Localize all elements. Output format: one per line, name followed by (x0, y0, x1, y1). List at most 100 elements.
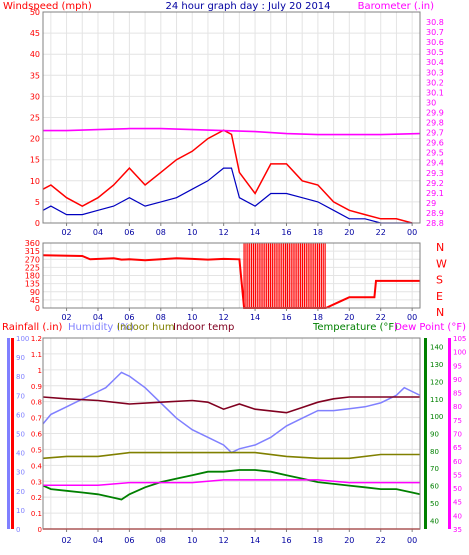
direction-panel-frame (42, 242, 421, 309)
rain-tick-1: 1 (38, 367, 42, 375)
climate-panel-frame (42, 337, 421, 530)
climate-tick-labels: 0 0.1 0.2 0.3 0.4 0.5 0.6 0.7 0.8 0.9 1 1.1 1.2 0 10 20… (16, 335, 466, 534)
indoor-temp-line (42, 396, 420, 414)
wind-panel-x-ticks: 02 04 06 08 10 12 14 16 18 20 22 00 (61, 223, 417, 237)
rain-tick-0.3: 0.3 (31, 478, 42, 486)
humidity-tick-20: 20 (16, 488, 25, 496)
dewpoint-tick-60: 60 (453, 458, 462, 466)
indoor-hum-axis-label: Indoor hum (117, 322, 175, 333)
barometer-tick-29.5: 29.5 (426, 149, 444, 158)
climate-panel-x-ticks: 02 04 06 08 10 12 14 16 18 20 22 00 (61, 529, 417, 545)
humidity-axis-bar (7, 338, 10, 529)
temperature-tick-140: 140 (430, 344, 443, 352)
x-tick-label-10: 10 (187, 228, 197, 237)
direction-tick-270: 270 (25, 255, 40, 264)
windspeed-tick-25: 25 (30, 114, 40, 123)
compass-label-e: E (436, 290, 443, 303)
dewpoint-tick-50: 50 (453, 485, 462, 493)
x-tick-label-12: 12 (219, 228, 229, 237)
temperature-tick-120: 120 (430, 378, 443, 386)
rain-tick-0.1: 0.1 (31, 510, 42, 518)
x-tick-label-04: 04 (93, 228, 103, 237)
indoor-hum-line (42, 451, 420, 460)
barometer-tick-30.5: 30.5 (426, 48, 444, 57)
humidity-tick-50: 50 (16, 431, 25, 439)
x-tick-label-04: 04 (93, 536, 103, 545)
humidity-tick-0: 0 (16, 526, 20, 534)
x-tick-label-22: 22 (376, 313, 386, 322)
temperature-tick-40: 40 (430, 517, 439, 525)
x-tick-label-06: 06 (124, 313, 134, 322)
dewpoint-tick-65: 65 (453, 444, 462, 452)
x-tick-label-18: 18 (313, 228, 323, 237)
barometer-tick-29: 29 (426, 199, 436, 208)
dewpoint-tick-85: 85 (453, 390, 462, 398)
temperature-tick-110: 110 (430, 396, 443, 404)
windspeed-axis-label: Windspeed (mph) (3, 1, 92, 12)
temperature-tick-60: 60 (430, 483, 439, 491)
windspeed-tick-15: 15 (30, 156, 40, 165)
humidity-tick-80: 80 (16, 373, 25, 381)
wind-panel: Windspeed (mph) 24 hour graph day : July… (3, 1, 444, 237)
windspeed-tick-50: 50 (30, 8, 40, 17)
windspeed-tick-35: 35 (30, 71, 40, 80)
windspeed-tick-labels: 0 5 10 15 20 25 30 35 40 45 50 (30, 8, 40, 228)
barometer-line (43, 127, 421, 136)
climate-panel-grid (43, 337, 420, 530)
direction-tick-135: 135 (25, 280, 40, 289)
x-tick-label-00: 00 (407, 313, 417, 322)
humidity-line (42, 371, 421, 454)
rain-tick-0: 0 (38, 526, 42, 534)
x-tick-label-22: 22 (376, 536, 386, 545)
temperature-line (42, 469, 421, 501)
dewpoint-tick-40: 40 (453, 512, 462, 520)
barometer-tick-30.8: 30.8 (426, 18, 444, 27)
windspeed-tick-0: 0 (35, 219, 40, 228)
barometer-axis-label: Barometer (.in) (358, 1, 434, 12)
windspeed-tick-40: 40 (30, 50, 40, 59)
temperature-tick-50: 50 (430, 500, 439, 508)
rain-tick-0.6: 0.6 (31, 431, 43, 439)
barometer-tick-30: 30 (426, 98, 436, 107)
windspeed-tick-10: 10 (30, 177, 40, 186)
rain-tick-0.2: 0.2 (31, 494, 42, 502)
rainfall-axis-label: Rainfall (.in) (2, 322, 63, 333)
barometer-tick-29.6: 29.6 (426, 139, 444, 148)
x-tick-label-08: 08 (156, 228, 166, 237)
average-wind-line (42, 167, 413, 224)
direction-panel-series (42, 243, 420, 309)
windspeed-tick-30: 30 (30, 92, 40, 101)
direction-tick-90: 90 (30, 288, 40, 297)
x-tick-label-18: 18 (313, 313, 323, 322)
x-tick-label-06: 06 (124, 536, 134, 545)
temperature-tick-130: 130 (430, 361, 443, 369)
temperature-tick-70: 70 (430, 465, 439, 473)
compass-label-n: N (436, 241, 444, 254)
wind-panel-series (42, 127, 421, 224)
x-tick-label-02: 02 (61, 536, 71, 545)
humidity-axis-label: Humidity (%) (68, 322, 134, 333)
direction-tick-180: 180 (25, 272, 40, 281)
dewpoint-tick-100: 100 (453, 349, 466, 357)
compass-label-s: S (436, 274, 443, 287)
rain-tick-0.5: 0.5 (31, 446, 42, 454)
wind-panel-grid (43, 11, 420, 224)
x-tick-label-16: 16 (281, 228, 291, 237)
wind-panel-frame (42, 11, 421, 224)
barometer-tick-30.4: 30.4 (426, 58, 444, 67)
x-tick-label-14: 14 (250, 228, 260, 237)
climate-panel: Rainfall (.in) Humidity (%) Indoor hum I… (2, 322, 466, 545)
rain-tick-1.1: 1.1 (31, 351, 42, 359)
barometer-tick-29.8: 29.8 (426, 119, 444, 128)
barometer-tick-29.1: 29.1 (426, 189, 444, 198)
dewpoint-tick-35: 35 (453, 526, 462, 534)
rain-tick-0.7: 0.7 (31, 415, 42, 423)
rain-axis-bar (11, 338, 14, 529)
x-tick-label-16: 16 (281, 536, 291, 545)
barometer-tick-30.3: 30.3 (426, 68, 444, 77)
barometer-tick-29.7: 29.7 (426, 129, 444, 138)
x-tick-label-06: 06 (124, 228, 134, 237)
